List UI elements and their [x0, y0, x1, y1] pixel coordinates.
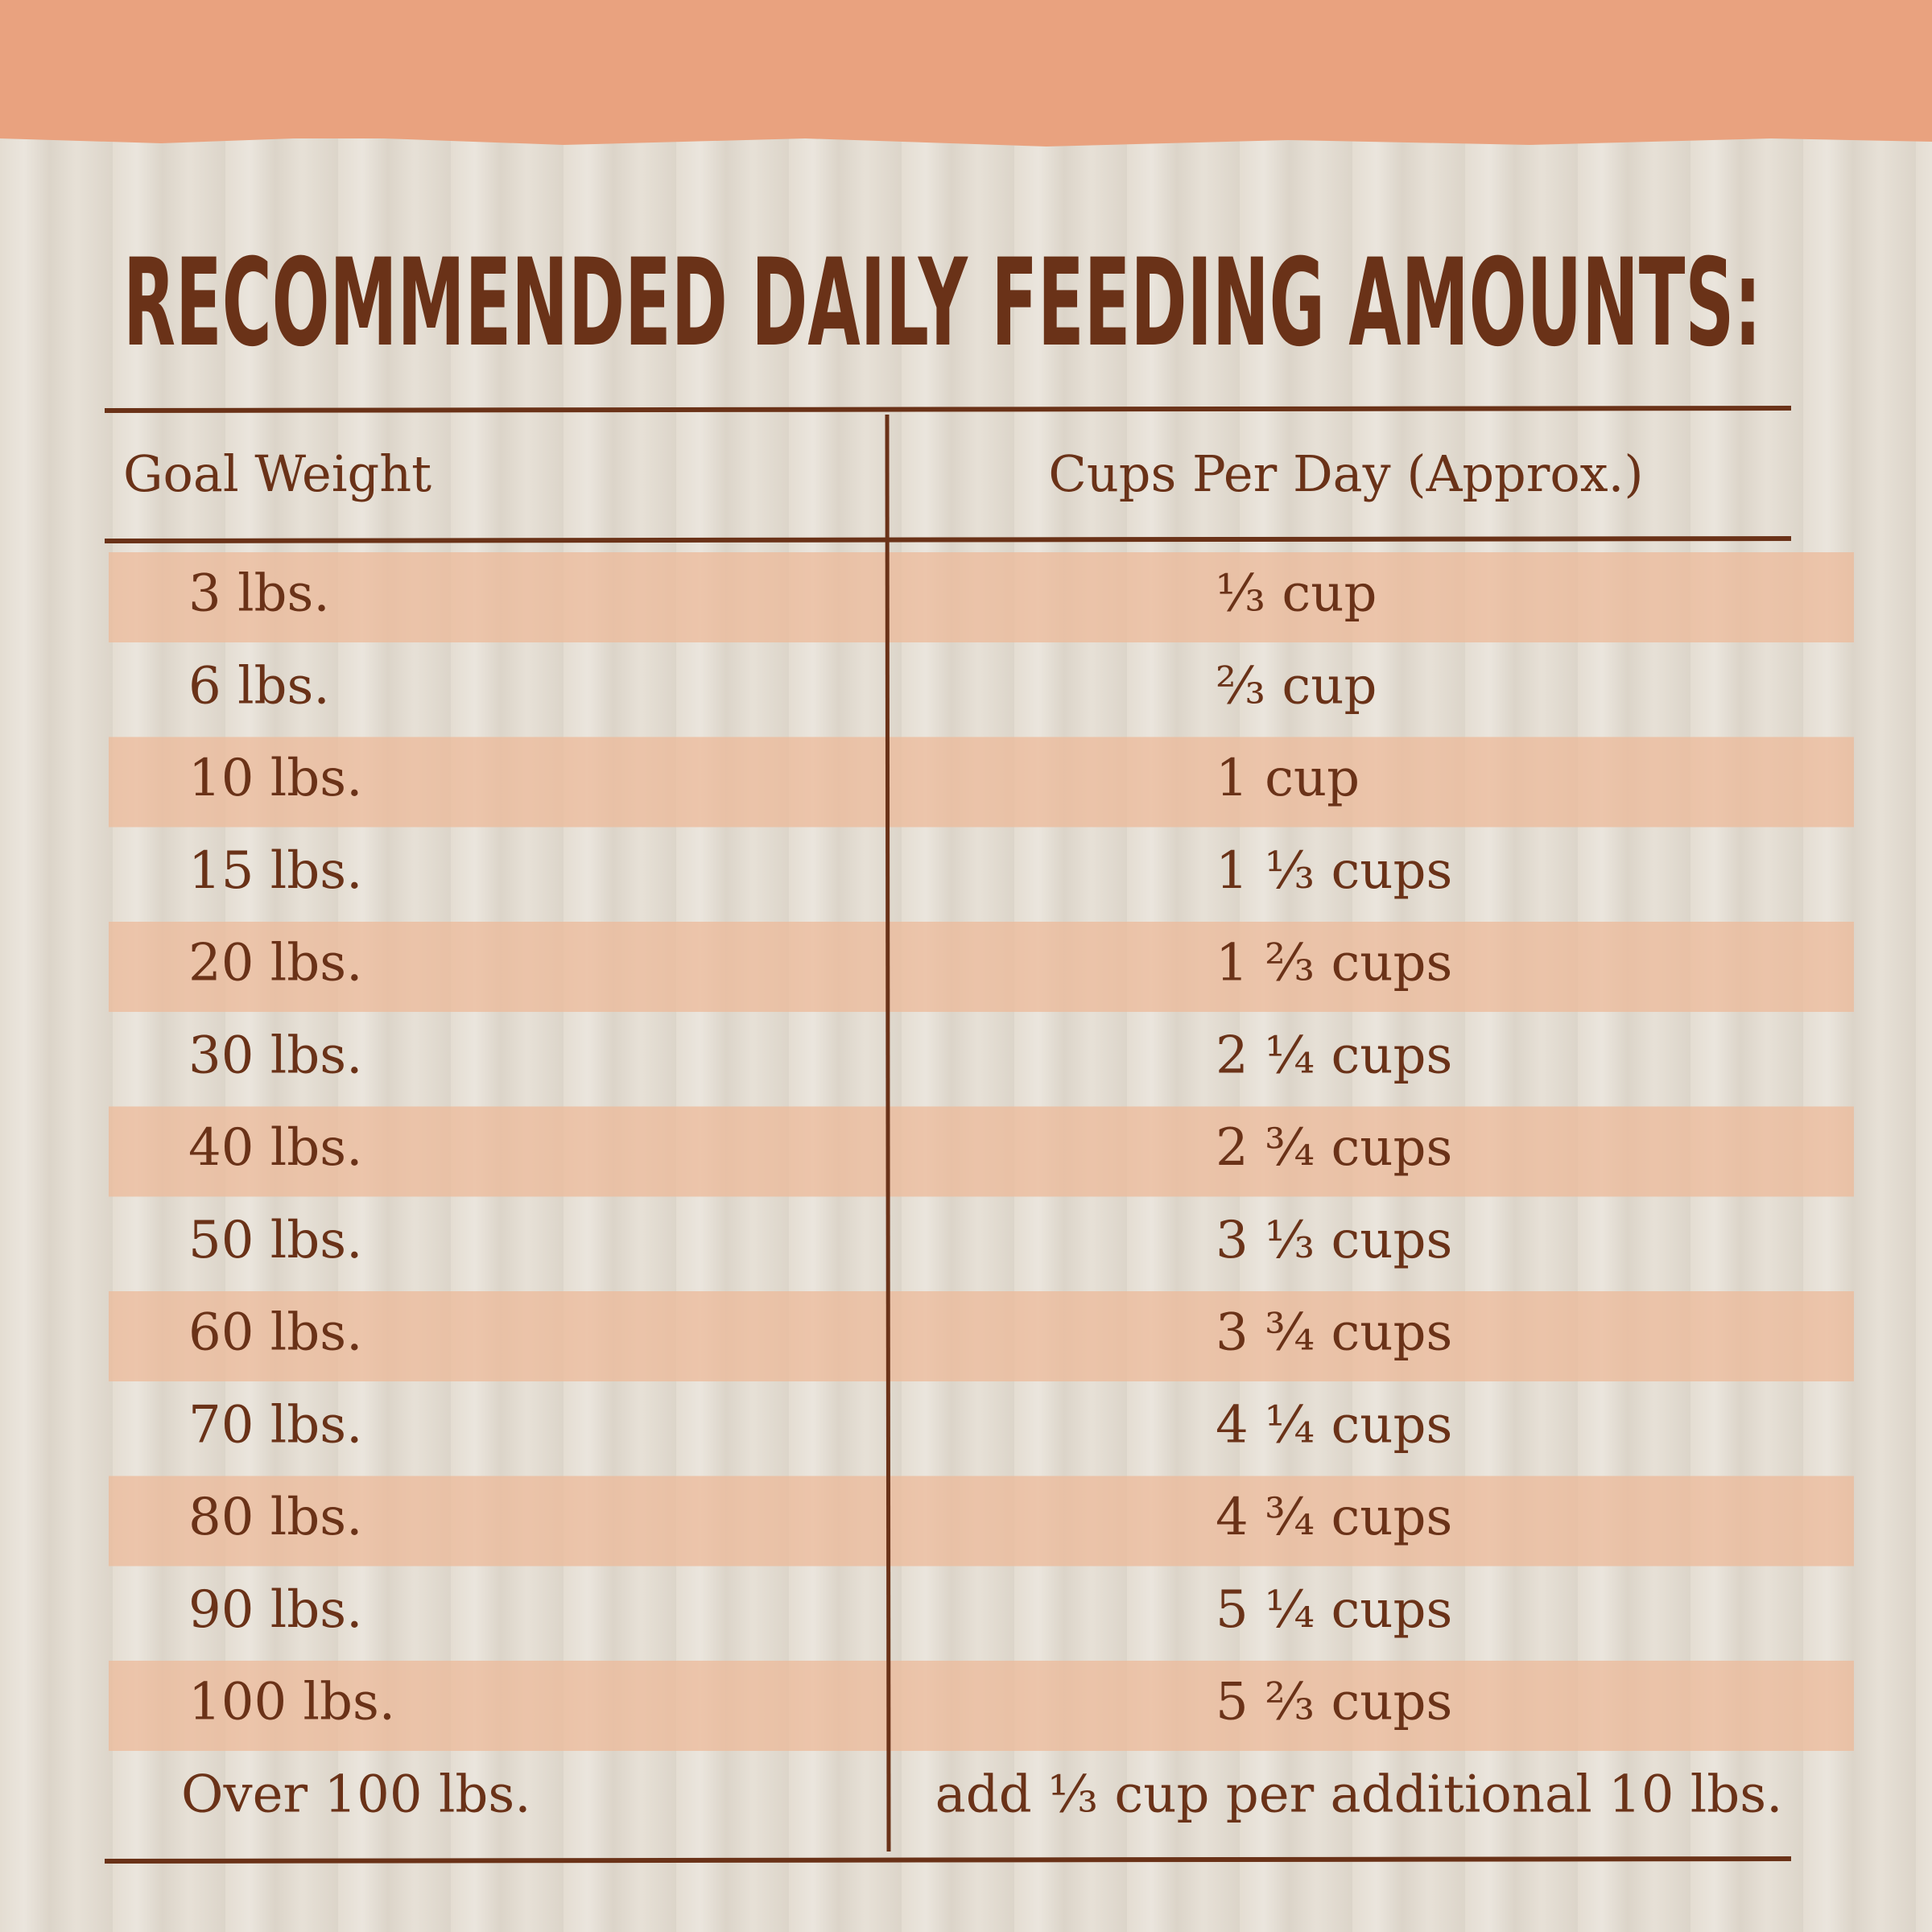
- weight-cell: 70 lbs.: [188, 1395, 362, 1455]
- weight-cell: 60 lbs.: [188, 1303, 362, 1363]
- row-band: [109, 552, 1854, 642]
- cups-cell: 3 ¾ cups: [1216, 1303, 1452, 1363]
- row-band: [109, 1476, 1854, 1567]
- cups-cell: 4 ¾ cups: [1216, 1488, 1452, 1547]
- cups-cell: 5 ¼ cups: [1216, 1580, 1452, 1640]
- cups-cell: 1 ⅔ cups: [1216, 934, 1452, 993]
- cups-cell: 2 ¼ cups: [1216, 1026, 1452, 1085]
- cups-cell: 1 cup: [1216, 749, 1360, 808]
- column-divider: [885, 414, 891, 1852]
- weight-cell: 30 lbs.: [188, 1026, 362, 1085]
- rule-header: [104, 536, 1792, 543]
- rule-top: [104, 406, 1792, 413]
- weight-cell: 20 lbs.: [188, 934, 362, 993]
- column-header: Cups Per Day (Approx.): [1048, 444, 1643, 503]
- cups-cell: 1 ⅓ cups: [1216, 841, 1452, 901]
- top-band: [0, 0, 1932, 138]
- weight-cell: 90 lbs.: [188, 1580, 362, 1640]
- cups-cell: add ⅓ cup per additional 10 lbs.: [935, 1765, 1783, 1824]
- cups-cell: ⅔ cup: [1216, 656, 1377, 716]
- cups-cell: 5 ⅔ cups: [1216, 1673, 1452, 1732]
- weight-cell: 15 lbs.: [188, 841, 362, 901]
- weight-cell: 6 lbs.: [188, 656, 330, 716]
- row-band: [109, 1661, 1854, 1751]
- weight-cell: Over 100 lbs.: [181, 1765, 531, 1824]
- weight-cell: 50 lbs.: [188, 1211, 362, 1270]
- cups-cell: ⅓ cup: [1216, 564, 1377, 624]
- weight-cell: 100 lbs.: [188, 1673, 395, 1732]
- weight-cell: 40 lbs.: [188, 1118, 362, 1178]
- row-band: [109, 737, 1854, 828]
- rule-bottom: [104, 1856, 1792, 1864]
- cups-cell: 4 ¼ cups: [1216, 1395, 1452, 1455]
- column-header: Goal Weight: [123, 444, 431, 503]
- cups-cell: 3 ⅓ cups: [1216, 1211, 1452, 1270]
- row-band: [109, 1291, 1854, 1381]
- cups-cell: 2 ¾ cups: [1216, 1118, 1452, 1178]
- torn-edge: [0, 129, 1932, 147]
- row-band: [109, 1106, 1854, 1197]
- title: RECOMMENDED DAILY FEEDING AMOUNTS:: [123, 233, 1761, 374]
- row-band: [109, 922, 1854, 1012]
- weight-cell: 10 lbs.: [188, 749, 362, 808]
- weight-cell: 3 lbs.: [188, 564, 330, 624]
- weight-cell: 80 lbs.: [188, 1488, 362, 1547]
